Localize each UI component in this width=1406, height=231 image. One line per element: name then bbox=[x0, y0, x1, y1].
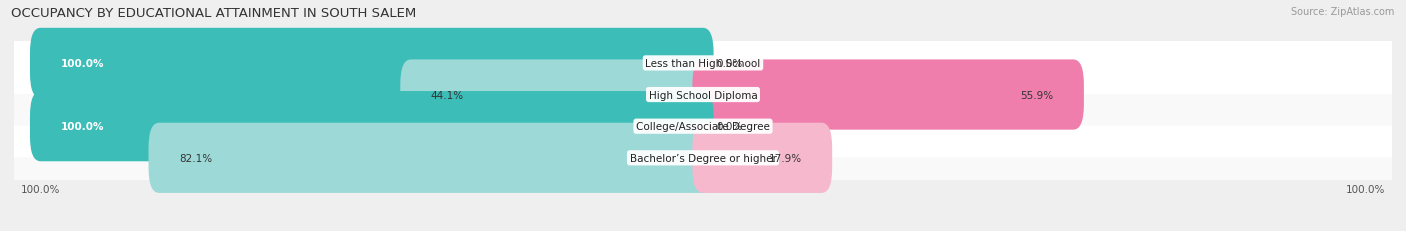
FancyBboxPatch shape bbox=[7, 33, 1399, 94]
Text: 100.0%: 100.0% bbox=[60, 59, 104, 69]
Text: OCCUPANCY BY EDUCATIONAL ATTAINMENT IN SOUTH SALEM: OCCUPANCY BY EDUCATIONAL ATTAINMENT IN S… bbox=[11, 7, 416, 20]
FancyBboxPatch shape bbox=[401, 60, 714, 130]
Text: 17.9%: 17.9% bbox=[769, 153, 801, 163]
Text: Source: ZipAtlas.com: Source: ZipAtlas.com bbox=[1291, 7, 1395, 17]
Text: 0.0%: 0.0% bbox=[716, 59, 742, 69]
FancyBboxPatch shape bbox=[692, 60, 1084, 130]
FancyBboxPatch shape bbox=[7, 96, 1399, 158]
Text: College/Associate Degree: College/Associate Degree bbox=[636, 122, 770, 132]
FancyBboxPatch shape bbox=[149, 123, 714, 193]
Text: Bachelor’s Degree or higher: Bachelor’s Degree or higher bbox=[630, 153, 776, 163]
FancyBboxPatch shape bbox=[30, 29, 714, 99]
Text: 55.9%: 55.9% bbox=[1021, 90, 1053, 100]
FancyBboxPatch shape bbox=[7, 127, 1399, 189]
Text: Less than High School: Less than High School bbox=[645, 59, 761, 69]
FancyBboxPatch shape bbox=[7, 64, 1399, 126]
Text: High School Diploma: High School Diploma bbox=[648, 90, 758, 100]
Text: 0.0%: 0.0% bbox=[716, 122, 742, 132]
Text: 44.1%: 44.1% bbox=[430, 90, 464, 100]
FancyBboxPatch shape bbox=[692, 123, 832, 193]
FancyBboxPatch shape bbox=[30, 92, 714, 162]
Text: 100.0%: 100.0% bbox=[60, 122, 104, 132]
Text: 82.1%: 82.1% bbox=[179, 153, 212, 163]
